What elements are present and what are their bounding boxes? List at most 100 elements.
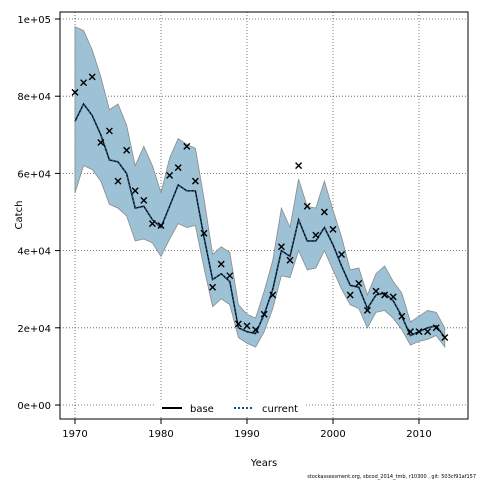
observed-point — [441, 333, 449, 341]
observed-point-stroke — [209, 283, 217, 291]
observed-point-stroke — [200, 229, 208, 237]
observed-point-stroke — [131, 187, 139, 195]
observed-point-stroke — [355, 279, 363, 287]
observed-point-stroke — [191, 177, 199, 185]
observed-point — [406, 328, 414, 336]
observed-point — [226, 272, 234, 280]
observed-point — [174, 164, 182, 172]
observed-point-stroke — [123, 146, 131, 154]
observed-point — [432, 324, 440, 332]
observed-point — [312, 231, 320, 239]
y-tick-label: 8e+04 — [17, 92, 51, 103]
observed-point — [88, 73, 96, 81]
observed-point-stroke — [71, 88, 79, 96]
observed-point — [105, 127, 113, 135]
y-axis: 0e+00 2e+04 4e+04 6e+04 8e+04 1e+05 — [17, 15, 60, 412]
observed-point — [123, 146, 131, 154]
observed-point — [329, 225, 337, 233]
observed-point-stroke — [226, 272, 234, 280]
y-tick-label: 1e+05 — [17, 15, 51, 26]
observed-point — [71, 88, 79, 96]
y-axis-label: Catch — [14, 201, 25, 230]
observed-point — [269, 291, 277, 299]
observed-point-stroke — [312, 231, 320, 239]
observed-point — [148, 220, 156, 228]
observed-point-stroke — [320, 208, 328, 216]
observed-point — [157, 222, 165, 230]
observed-point-stroke — [303, 202, 311, 210]
observed-point — [166, 171, 174, 179]
legend-box — [156, 400, 306, 416]
observed-point — [183, 142, 191, 150]
observed-point-stroke — [80, 79, 88, 87]
observed-point-stroke — [243, 322, 251, 330]
observed-point-stroke — [166, 171, 174, 179]
observed-point-stroke — [338, 250, 346, 258]
observed-point-stroke — [88, 73, 96, 81]
x-tick-label: 2010 — [406, 429, 431, 440]
observed-point-stroke — [183, 142, 191, 150]
y-tick-label: 6e+04 — [17, 169, 51, 180]
observed-point — [320, 208, 328, 216]
observed-point — [277, 243, 285, 251]
x-axis-label: Years — [250, 458, 277, 469]
observed-point-stroke — [114, 177, 122, 185]
observed-point-stroke — [372, 287, 380, 295]
observed-point-stroke — [234, 320, 242, 328]
observed-point-stroke — [441, 333, 449, 341]
observed-point — [346, 291, 354, 299]
confidence-band-area — [74, 26, 446, 349]
observed-point — [424, 328, 432, 336]
observed-point — [415, 328, 423, 336]
observed-point — [191, 177, 199, 185]
confidence-band — [74, 26, 446, 349]
observed-point — [217, 260, 225, 268]
observed-point — [209, 283, 217, 291]
observed-point — [303, 202, 311, 210]
observed-point — [200, 229, 208, 237]
observed-point-stroke — [269, 291, 277, 299]
observed-point — [260, 310, 268, 318]
observed-point — [252, 326, 260, 334]
y-tick-label: 2e+04 — [17, 324, 51, 335]
y-tick-label: 4e+04 — [17, 247, 51, 258]
x-axis: 1970 1980 1990 2000 2010 — [62, 419, 432, 440]
y-tick-label: 0e+00 — [17, 401, 51, 412]
observed-point-stroke — [277, 243, 285, 251]
observed-point-stroke — [252, 326, 260, 334]
observed-point-stroke — [148, 220, 156, 228]
observed-point-stroke — [346, 291, 354, 299]
observed-point — [286, 256, 294, 264]
observed-markers — [71, 73, 449, 341]
observed-point — [140, 196, 148, 204]
observed-point — [234, 320, 242, 328]
observed-point-stroke — [415, 328, 423, 336]
observed-point-stroke — [329, 225, 337, 233]
observed-point-stroke — [286, 256, 294, 264]
legend: base current — [156, 400, 306, 416]
legend-label-base: base — [190, 404, 214, 415]
observed-point-stroke — [363, 306, 371, 314]
x-tick-label: 2000 — [320, 429, 345, 440]
observed-point-stroke — [381, 291, 389, 299]
observed-point — [295, 162, 303, 170]
observed-point — [243, 322, 251, 330]
legend-label-current: current — [262, 404, 298, 415]
footnote: stockassessment.org, sbcod_2014_tmb, r10… — [307, 474, 476, 480]
plot-frame — [59, 11, 469, 420]
observed-point — [363, 306, 371, 314]
observed-point-stroke — [157, 222, 165, 230]
observed-point-stroke — [432, 324, 440, 332]
observed-point — [355, 279, 363, 287]
observed-point — [131, 187, 139, 195]
x-tick-label: 1980 — [148, 429, 173, 440]
observed-point — [372, 287, 380, 295]
grid — [60, 12, 468, 419]
x-tick-label: 1970 — [62, 429, 87, 440]
observed-point — [80, 79, 88, 87]
observed-point — [114, 177, 122, 185]
observed-point-stroke — [295, 162, 303, 170]
observed-point-stroke — [406, 328, 414, 336]
observed-point-stroke — [140, 196, 148, 204]
